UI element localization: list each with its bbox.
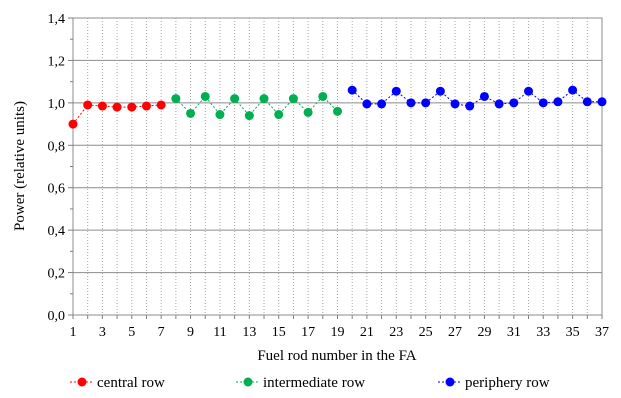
axes: 0,00,20,40,60,81,01,21,41 3 5 7 9 11 13 15 17 19 2… <box>48 12 610 340</box>
plot-area <box>72 17 603 316</box>
legend-item-0: central row <box>70 375 165 391</box>
legend: central row intermediate row periphery row <box>70 375 550 391</box>
legend-marker <box>77 377 87 387</box>
data-point <box>597 97 607 107</box>
data-point <box>141 101 151 111</box>
data-point <box>450 99 460 109</box>
data-point <box>186 108 196 118</box>
legend-marker <box>243 377 253 387</box>
data-point <box>230 94 240 104</box>
x-tick-label: 21 <box>360 325 374 340</box>
data-point <box>112 102 122 112</box>
x-tick-label: 1 <box>70 325 77 340</box>
x-tick-label: 31 <box>507 325 521 340</box>
x-tick-label: 27 <box>448 325 462 340</box>
y-tick-label: 1,2 <box>48 54 66 69</box>
x-tick-label: 3 <box>99 325 106 340</box>
data-point <box>259 94 269 104</box>
y-tick-label: 1,4 <box>48 12 66 27</box>
x-tick-label: 9 <box>187 325 194 340</box>
y-axis-label: Power (relative units) <box>12 101 28 231</box>
data-point <box>318 91 328 101</box>
data-point <box>97 101 107 111</box>
data-point <box>68 119 78 129</box>
data-point <box>479 91 489 101</box>
data-point <box>406 98 416 108</box>
series-0 <box>68 100 166 129</box>
x-tick-label: 19 <box>331 325 345 340</box>
data-point <box>465 101 475 111</box>
x-tick-label: 37 <box>595 325 609 340</box>
y-tick-label: 0,0 <box>48 309 66 324</box>
data-point <box>303 107 313 117</box>
x-tick-label: 5 <box>128 325 135 340</box>
legend-label: central row <box>97 375 165 391</box>
x-tick-label: 23 <box>389 325 403 340</box>
legend-marker <box>445 377 455 387</box>
x-tick-label: 11 <box>213 325 226 340</box>
data-point <box>509 98 519 108</box>
x-tick-label: 13 <box>242 325 256 340</box>
x-tick-label: 25 <box>419 325 433 340</box>
y-tick-label: 0,8 <box>48 139 66 154</box>
data-point <box>347 85 357 95</box>
data-point <box>494 99 504 109</box>
legend-item-1: intermediate row <box>236 375 365 391</box>
data-point <box>421 98 431 108</box>
data-point <box>377 99 387 109</box>
series-2 <box>347 85 607 111</box>
data-point <box>362 99 372 109</box>
data-point <box>391 86 401 96</box>
legend-label: periphery row <box>465 375 550 391</box>
data-point <box>553 97 563 107</box>
data-point <box>288 94 298 104</box>
data-point <box>244 111 254 121</box>
series-1 <box>171 91 342 121</box>
x-tick-label: 7 <box>158 325 165 340</box>
legend-label: intermediate row <box>263 375 365 391</box>
x-tick-label: 29 <box>477 325 491 340</box>
data-point <box>127 102 137 112</box>
y-tick-label: 1,0 <box>48 97 66 112</box>
y-tick-label: 0,4 <box>48 224 66 239</box>
y-tick-label: 0,2 <box>48 267 66 282</box>
series-layer <box>68 85 607 129</box>
data-point <box>274 110 284 120</box>
data-point <box>333 106 342 116</box>
x-tick-label: 33 <box>536 325 550 340</box>
x-tick-label: 35 <box>566 325 580 340</box>
legend-item-2: periphery row <box>438 375 550 391</box>
data-point <box>171 94 181 104</box>
data-point <box>538 98 548 108</box>
data-point <box>435 86 445 96</box>
x-axis-label: Fuel rod number in the FA <box>257 348 416 364</box>
data-point <box>200 91 210 101</box>
data-point <box>215 110 225 120</box>
data-point <box>568 85 578 95</box>
y-tick-label: 0,6 <box>48 182 66 197</box>
data-point <box>83 100 93 110</box>
x-tick-label: 15 <box>272 325 286 340</box>
data-point <box>524 86 534 96</box>
x-tick-label: 17 <box>301 325 315 340</box>
data-point <box>156 100 166 110</box>
data-point <box>582 97 592 107</box>
